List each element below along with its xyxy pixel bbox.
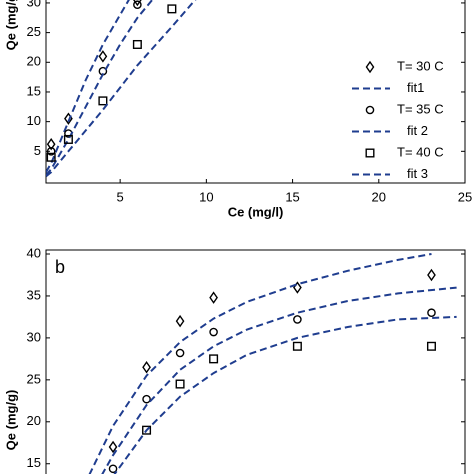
y-axis-label: Qe (mg/g)	[3, 0, 18, 50]
data-point	[133, 0, 142, 10]
data-point	[108, 440, 118, 454]
data-point	[132, 39, 142, 49]
data-point	[98, 96, 108, 106]
fit-line	[46, 0, 130, 173]
y-tick-label: 30	[27, 329, 41, 344]
plot-frame	[45, 249, 466, 474]
legend-label: T= 35 C	[397, 101, 444, 116]
data-point	[142, 425, 152, 435]
legend-marker	[365, 148, 375, 158]
data-point	[142, 394, 151, 404]
data-point	[133, 0, 142, 7]
legend-marker	[365, 105, 375, 115]
data-point	[108, 464, 118, 474]
data-point	[293, 315, 302, 324]
x-tick-label: 20	[372, 189, 386, 204]
fit-line	[46, 0, 154, 176]
y-tick-label: 10	[27, 113, 41, 128]
panel-label: b	[55, 257, 65, 277]
plot-frame	[45, 0, 466, 184]
data-point	[426, 341, 436, 351]
y-tick-label: 25	[27, 371, 41, 386]
data-point	[46, 137, 56, 151]
legend-label: fit 3	[407, 166, 428, 181]
y-axis-label: Qe (mg/g)	[3, 390, 18, 451]
data-point	[98, 50, 108, 63]
legend-label: fit1	[407, 80, 424, 95]
data-point	[46, 147, 56, 156]
x-tick-label: 25	[458, 189, 472, 204]
data-point	[175, 379, 185, 389]
y-tick-label: 30	[27, 0, 41, 9]
data-point	[167, 4, 177, 14]
fit-line	[113, 315, 457, 474]
fit-line	[88, 253, 432, 474]
legend-label: fit 2	[407, 123, 428, 138]
data-point	[175, 348, 185, 358]
data-point	[64, 112, 73, 125]
y-tick-label: 15	[27, 455, 41, 470]
legend-label: T= 30 C	[397, 58, 444, 73]
data-point	[292, 341, 302, 351]
plot-area	[46, 0, 197, 178]
y-tick-label: 40	[27, 245, 41, 260]
y-tick-label: 20	[27, 54, 41, 69]
x-tick-label: 10	[199, 189, 213, 204]
x-tick-label: 5	[117, 189, 124, 204]
y-tick-label: 25	[27, 24, 41, 39]
x-axis-label: Ce (mg/l)	[228, 204, 284, 219]
legend-label: T= 40 C	[397, 144, 444, 159]
plot-area	[88, 253, 457, 474]
y-tick-label: 20	[27, 413, 41, 428]
x-tick-label: 15	[285, 189, 299, 204]
fit-line	[101, 286, 457, 474]
fit-line	[46, 0, 197, 178]
y-tick-label: 35	[27, 287, 41, 302]
data-point	[142, 361, 151, 374]
data-point	[209, 354, 219, 364]
legend-marker	[365, 60, 375, 74]
y-tick-label: 5	[34, 143, 41, 158]
data-point	[63, 134, 73, 144]
data-point	[209, 327, 218, 337]
data-point	[209, 291, 218, 304]
data-point	[175, 314, 185, 328]
y-tick-label: 15	[27, 83, 41, 98]
data-point	[427, 308, 436, 318]
data-point	[427, 268, 436, 282]
data-point	[46, 152, 56, 162]
